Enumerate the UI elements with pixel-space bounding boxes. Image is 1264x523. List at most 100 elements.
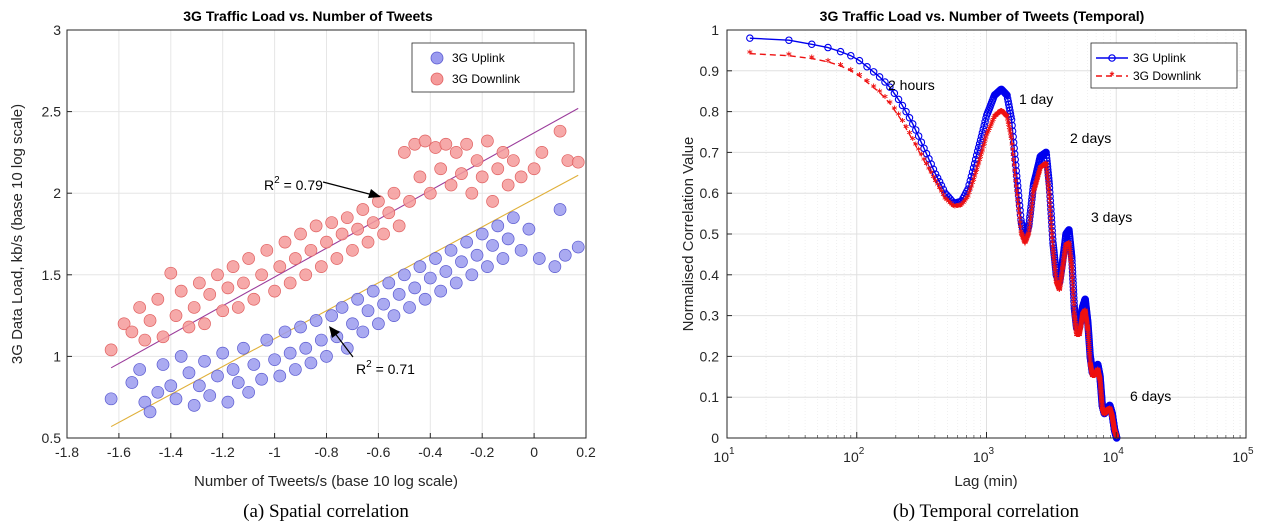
downlink-marker: * [1021,236,1027,249]
downlink-marker: * [1076,330,1082,343]
x-tick-label: -0.2 [470,444,494,460]
downlink-marker: * [1066,240,1072,253]
downlink-point [247,292,261,306]
downlink-marker: * [1089,370,1095,383]
downlink-marker: * [1019,229,1025,242]
downlink-marker: * [1104,405,1110,418]
legend-label-downlink: 3G Downlink [452,72,521,86]
downlink-marker: * [1079,312,1085,325]
downlink-marker: * [1061,252,1067,265]
downlink-marker: * [900,116,906,129]
uplink-marker [785,36,793,44]
downlink-marker: * [921,155,927,168]
downlink-marker: * [1052,260,1058,273]
downlink-marker: * [1097,379,1103,392]
downlink-marker: * [1001,108,1007,121]
downlink-marker: * [1052,262,1058,275]
downlink-marker: * [1072,313,1078,326]
downlink-marker: * [1110,418,1116,431]
downlink-point [226,260,240,273]
y-tick-label: 0.5 [42,430,62,446]
downlink-marker: * [1088,362,1094,375]
downlink-marker: * [1058,278,1064,291]
uplink-point [187,399,201,412]
downlink-marker: * [1096,369,1102,382]
y-tick-label: 1.5 [42,267,62,283]
downlink-marker: * [1055,281,1061,294]
downlink-point [203,288,217,301]
downlink-marker: * [1038,162,1044,175]
downlink-point [444,178,458,192]
downlink-marker: * [940,190,946,203]
downlink-marker: * [1058,273,1064,286]
downlink-marker: * [1013,181,1019,194]
uplink-point [356,325,370,339]
downlink-point [351,222,364,236]
downlink-marker: * [1078,320,1084,333]
downlink-marker: * [1016,204,1022,217]
downlink-marker: * [1058,275,1064,288]
downlink-point [187,301,201,314]
uplink-marker [972,151,981,159]
downlink-marker: * [1060,260,1066,273]
y-tick-label: 0.1 [700,389,720,405]
downlink-marker: * [1110,416,1116,429]
y-tick-label: 0.6 [700,185,720,201]
downlink-point [449,146,463,159]
uplink-point [164,379,178,393]
uplink-marker [1068,268,1077,276]
downlink-point [535,146,549,159]
downlink-marker: * [1080,309,1086,322]
uplink-point [268,353,281,367]
uplink-marker [967,172,976,181]
downlink-marker: * [1039,161,1045,174]
downlink-marker: * [1039,162,1045,175]
downlink-marker: * [1101,409,1107,422]
downlink-marker: * [1090,371,1096,384]
downlink-marker: * [1067,243,1073,256]
downlink-marker: * [1107,403,1113,416]
downlink-marker: * [1095,365,1101,378]
downlink-point [455,167,468,180]
downlink-marker: * [1105,405,1111,418]
downlink-point [151,292,165,306]
downlink-marker: * [1070,291,1076,304]
downlink-marker: * [998,106,1004,119]
downlink-marker: * [1077,329,1083,342]
downlink-marker: * [1047,198,1053,211]
downlink-marker: * [1031,186,1037,199]
downlink-marker: * [1103,407,1109,420]
downlink-point [143,314,157,327]
downlink-marker: * [1109,410,1115,423]
downlink-marker: * [1109,411,1115,424]
downlink-marker: * [913,139,919,152]
downlink-marker: * [1105,405,1111,418]
downlink-marker: * [1105,405,1111,418]
y-tick-label: 2.5 [42,104,62,120]
downlink-marker: * [896,110,902,123]
downlink-point [211,268,224,282]
downlink-marker: * [1075,330,1081,343]
downlink-marker: * [1109,413,1115,426]
downlink-marker: * [1021,235,1027,248]
downlink-marker: * [1045,179,1051,192]
downlink-marker: * [1084,318,1090,331]
uplink-marker [808,40,816,49]
downlink-marker: * [1105,405,1111,418]
downlink-marker: * [1103,407,1109,420]
downlink-marker: * [1099,402,1105,415]
downlink-marker: * [1062,251,1068,264]
downlink-marker: * [1061,257,1067,270]
downlink-marker: * [1023,237,1029,250]
downlink-marker: * [1046,190,1052,203]
downlink-marker: * [1047,206,1053,219]
downlink-marker: * [1035,173,1041,186]
downlink-marker: * [1092,370,1098,383]
downlink-marker: * [991,113,997,126]
downlink-marker: * [1066,238,1072,251]
downlink-marker: * [747,48,753,61]
downlink-marker: * [992,112,998,125]
downlink-marker: * [1046,187,1052,200]
downlink-point [481,134,494,148]
